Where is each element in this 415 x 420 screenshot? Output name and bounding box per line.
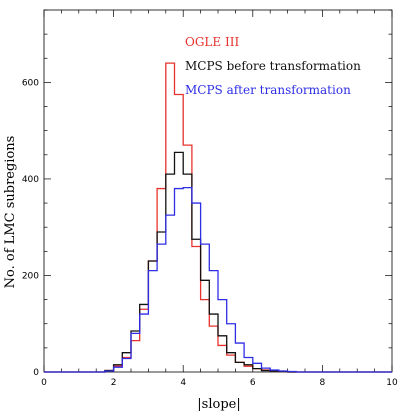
legend: OGLE III MCPS before transformation MCPS a…: [185, 35, 361, 97]
legend-entry-1: OGLE III: [185, 35, 239, 49]
legend-entry-3: MCPS after transformation: [185, 83, 351, 97]
x-tick-label: 2: [111, 378, 117, 388]
x-tick-label: 0: [41, 378, 47, 388]
x-tick-label: 6: [250, 378, 256, 388]
series-line-3: [44, 186, 392, 373]
y-tick-label: 600: [22, 78, 39, 88]
tick-marks: 0 2 4 6 8 10 0 200 400 600: [22, 9, 398, 388]
x-tick-label: 4: [180, 378, 186, 388]
y-tick-label: 200: [22, 271, 39, 281]
series-layer: [44, 62, 392, 373]
y-tick-label: 0: [33, 368, 39, 378]
x-tick-label: 10: [386, 378, 398, 388]
y-tick-label: 400: [22, 175, 39, 185]
legend-entry-2: MCPS before transformation: [185, 59, 361, 73]
x-axis-label: |slope|: [197, 397, 240, 412]
x-tick-label: 8: [320, 378, 326, 388]
y-axis-label: No. of LMC subregions: [3, 136, 18, 289]
